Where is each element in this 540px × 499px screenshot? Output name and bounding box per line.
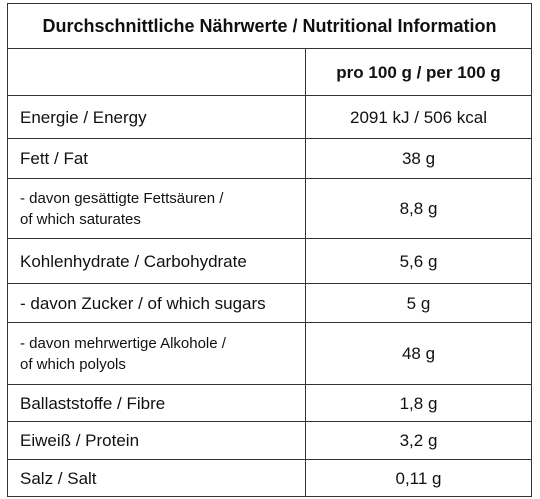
label-line: Kohlenhydrate / Carbohydrate [20,251,247,271]
label-line: Eiweiß / Protein [20,431,140,450]
row-label: Energie / Energy [7,95,306,139]
table-row: Fett / Fat 38 g [7,138,532,179]
empty-cell [7,48,306,96]
label-line: - davon mehrwertige Alkohole / [20,334,226,352]
row-value: 2091 kJ / 506 kcal [305,95,532,139]
row-value: 0,11 g [305,459,532,497]
row-label: Salz / Salt [7,459,306,497]
table-row: - davon gesättigte Fettsäuren / of which … [7,178,532,239]
table-row: - davon Zucker / of which sugars 5 g [7,283,532,323]
row-value: 5,6 g [305,238,532,284]
row-label: Ballaststoffe / Fibre [7,384,306,422]
table-row: Eiweiß / Protein 3,2 g [7,421,532,460]
nutrition-table: Durchschnittliche Nährwerte / Nutritiona… [7,3,532,497]
title-row: Durchschnittliche Nährwerte / Nutritiona… [7,3,532,49]
label-line: of which polyols [20,355,126,373]
table-row: Salz / Salt 0,11 g [7,459,532,497]
row-value: 5 g [305,283,532,323]
label-line: - davon Zucker / of which sugars [20,293,266,313]
row-value: 38 g [305,138,532,179]
row-value: 3,2 g [305,421,532,460]
table-row: Kohlenhydrate / Carbohydrate 5,6 g [7,238,532,284]
title: Durchschnittliche Nährwerte / Nutritiona… [7,3,532,49]
column-header: pro 100 g / per 100 g [305,48,532,96]
label-line: Energie / Energy [20,107,147,127]
table-row: Energie / Energy 2091 kJ / 506 kcal [7,95,532,139]
label-line: of which saturates [20,210,141,228]
row-label: Eiweiß / Protein [7,421,306,460]
header-row: pro 100 g / per 100 g [7,48,532,96]
table-body: Durchschnittliche Nährwerte / Nutritiona… [7,3,532,497]
label-line: - davon gesättigte Fettsäuren / [20,189,224,207]
label-line: Salz / Salt [20,468,97,488]
row-label: Fett / Fat [7,138,306,179]
row-label: - davon mehrwertige Alkohole / of which p… [7,322,306,385]
row-label: - davon gesättigte Fettsäuren / of which … [7,178,306,239]
table-row: - davon mehrwertige Alkohole / of which p… [7,322,532,385]
row-label: Kohlenhydrate / Carbohydrate [7,238,306,284]
table-row: Ballaststoffe / Fibre 1,8 g [7,384,532,422]
label-line: Fett / Fat [20,149,89,168]
row-value: 8,8 g [305,178,532,239]
row-value: 48 g [305,322,532,385]
label-line: Ballaststoffe / Fibre [20,393,166,413]
row-label: - davon Zucker / of which sugars [7,283,306,323]
row-value: 1,8 g [305,384,532,422]
